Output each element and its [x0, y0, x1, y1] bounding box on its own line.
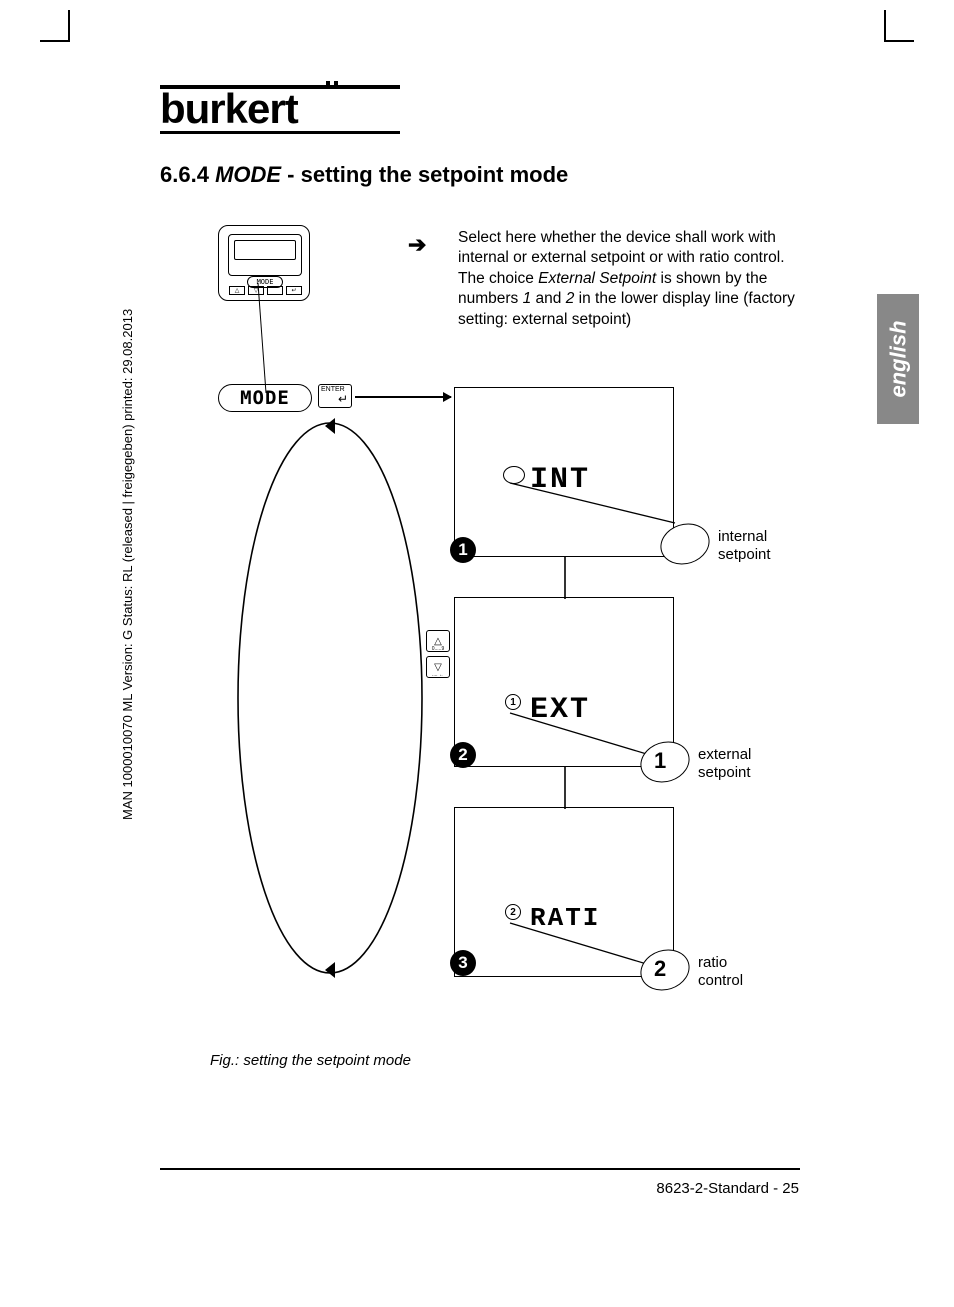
content-area: burkert 6.6.4 MODE - setting the setpoin… — [160, 85, 800, 188]
bullet-3: 3 — [450, 950, 476, 976]
device-up-icon: △ — [229, 286, 245, 295]
bullet-1: 1 — [450, 537, 476, 563]
figure-caption: Fig.: setting the setpoint mode — [210, 1052, 411, 1069]
instruction-line2a: The choice — [458, 270, 538, 287]
callout3-l1: ratio — [698, 954, 727, 971]
nav-loop-ellipse — [230, 418, 430, 978]
screen-link-2 — [563, 767, 567, 809]
cropmark — [884, 40, 914, 42]
screen3-mini-num: 2 — [505, 904, 521, 920]
device-leader-line — [258, 283, 318, 393]
screen-rati: 2 RATI — [454, 807, 674, 977]
arrow-icon: ➔ — [408, 230, 426, 259]
screen-link-1 — [563, 557, 567, 599]
instruction-ext: External Setpoint — [538, 270, 656, 287]
callout2-l2: setpoint — [698, 764, 751, 781]
diagram: MODE △ ▽ ↵ ➔ Select here whether the dev… — [210, 222, 800, 1042]
enter-button-icon: ENTER — [318, 384, 352, 408]
cropmark — [68, 10, 70, 40]
language-tab: english — [877, 294, 919, 424]
callout2-l1: external — [698, 746, 751, 763]
instruction-block: ➔ Select here whether the device shall w… — [458, 228, 798, 330]
instruction-line2e: and — [531, 290, 565, 307]
language-tab-label: english — [885, 320, 911, 397]
page: MAN 1000010070 ML Version: G Status: RL … — [0, 0, 954, 1307]
callout3-num: 2 — [654, 956, 666, 982]
logo-text: burkert — [160, 85, 298, 132]
screen-int: INT — [454, 387, 674, 557]
section-heading: 6.6.4 MODE - setting the setpoint mode — [160, 162, 800, 188]
heading-number: 6.6.4 — [160, 162, 209, 187]
heading-rest: - setting the setpoint mode — [281, 162, 568, 187]
footer-rule — [160, 1168, 800, 1170]
updown-keys: △0.....9 ▽.... ← — [426, 630, 450, 682]
logo: burkert — [160, 85, 800, 134]
device-icon: MODE △ ▽ ↵ — [218, 225, 310, 301]
down-key-icon: ▽.... ← — [426, 656, 450, 678]
down-key-sub: .... ← — [432, 672, 444, 678]
callout2-num: 1 — [654, 748, 666, 774]
screen-ext: 1 EXT — [454, 597, 674, 767]
callout3-l2: control — [698, 972, 743, 989]
callout1-l1: internal — [718, 528, 767, 545]
up-key-sub: 0.....9 — [432, 646, 445, 652]
cropmark — [40, 40, 70, 42]
side-meta-text: MAN 1000010070 ML Version: G Status: RL … — [120, 309, 135, 820]
cropmark — [884, 10, 886, 40]
instruction-line1: Select here whether the device shall wor… — [458, 229, 785, 266]
heading-keyword: MODE — [215, 162, 281, 187]
enter-label: ENTER — [321, 386, 345, 393]
mode-pill: MODE — [218, 384, 312, 412]
connector-arrow — [355, 396, 451, 398]
instruction-n1: 1 — [523, 290, 532, 307]
screen2-mini-num: 1 — [505, 694, 521, 710]
bullet-2: 2 — [450, 742, 476, 768]
footer-text: 8623-2-Standard - 25 — [656, 1180, 799, 1197]
up-key-icon: △0.....9 — [426, 630, 450, 652]
callout1-l2: setpoint — [718, 546, 771, 563]
